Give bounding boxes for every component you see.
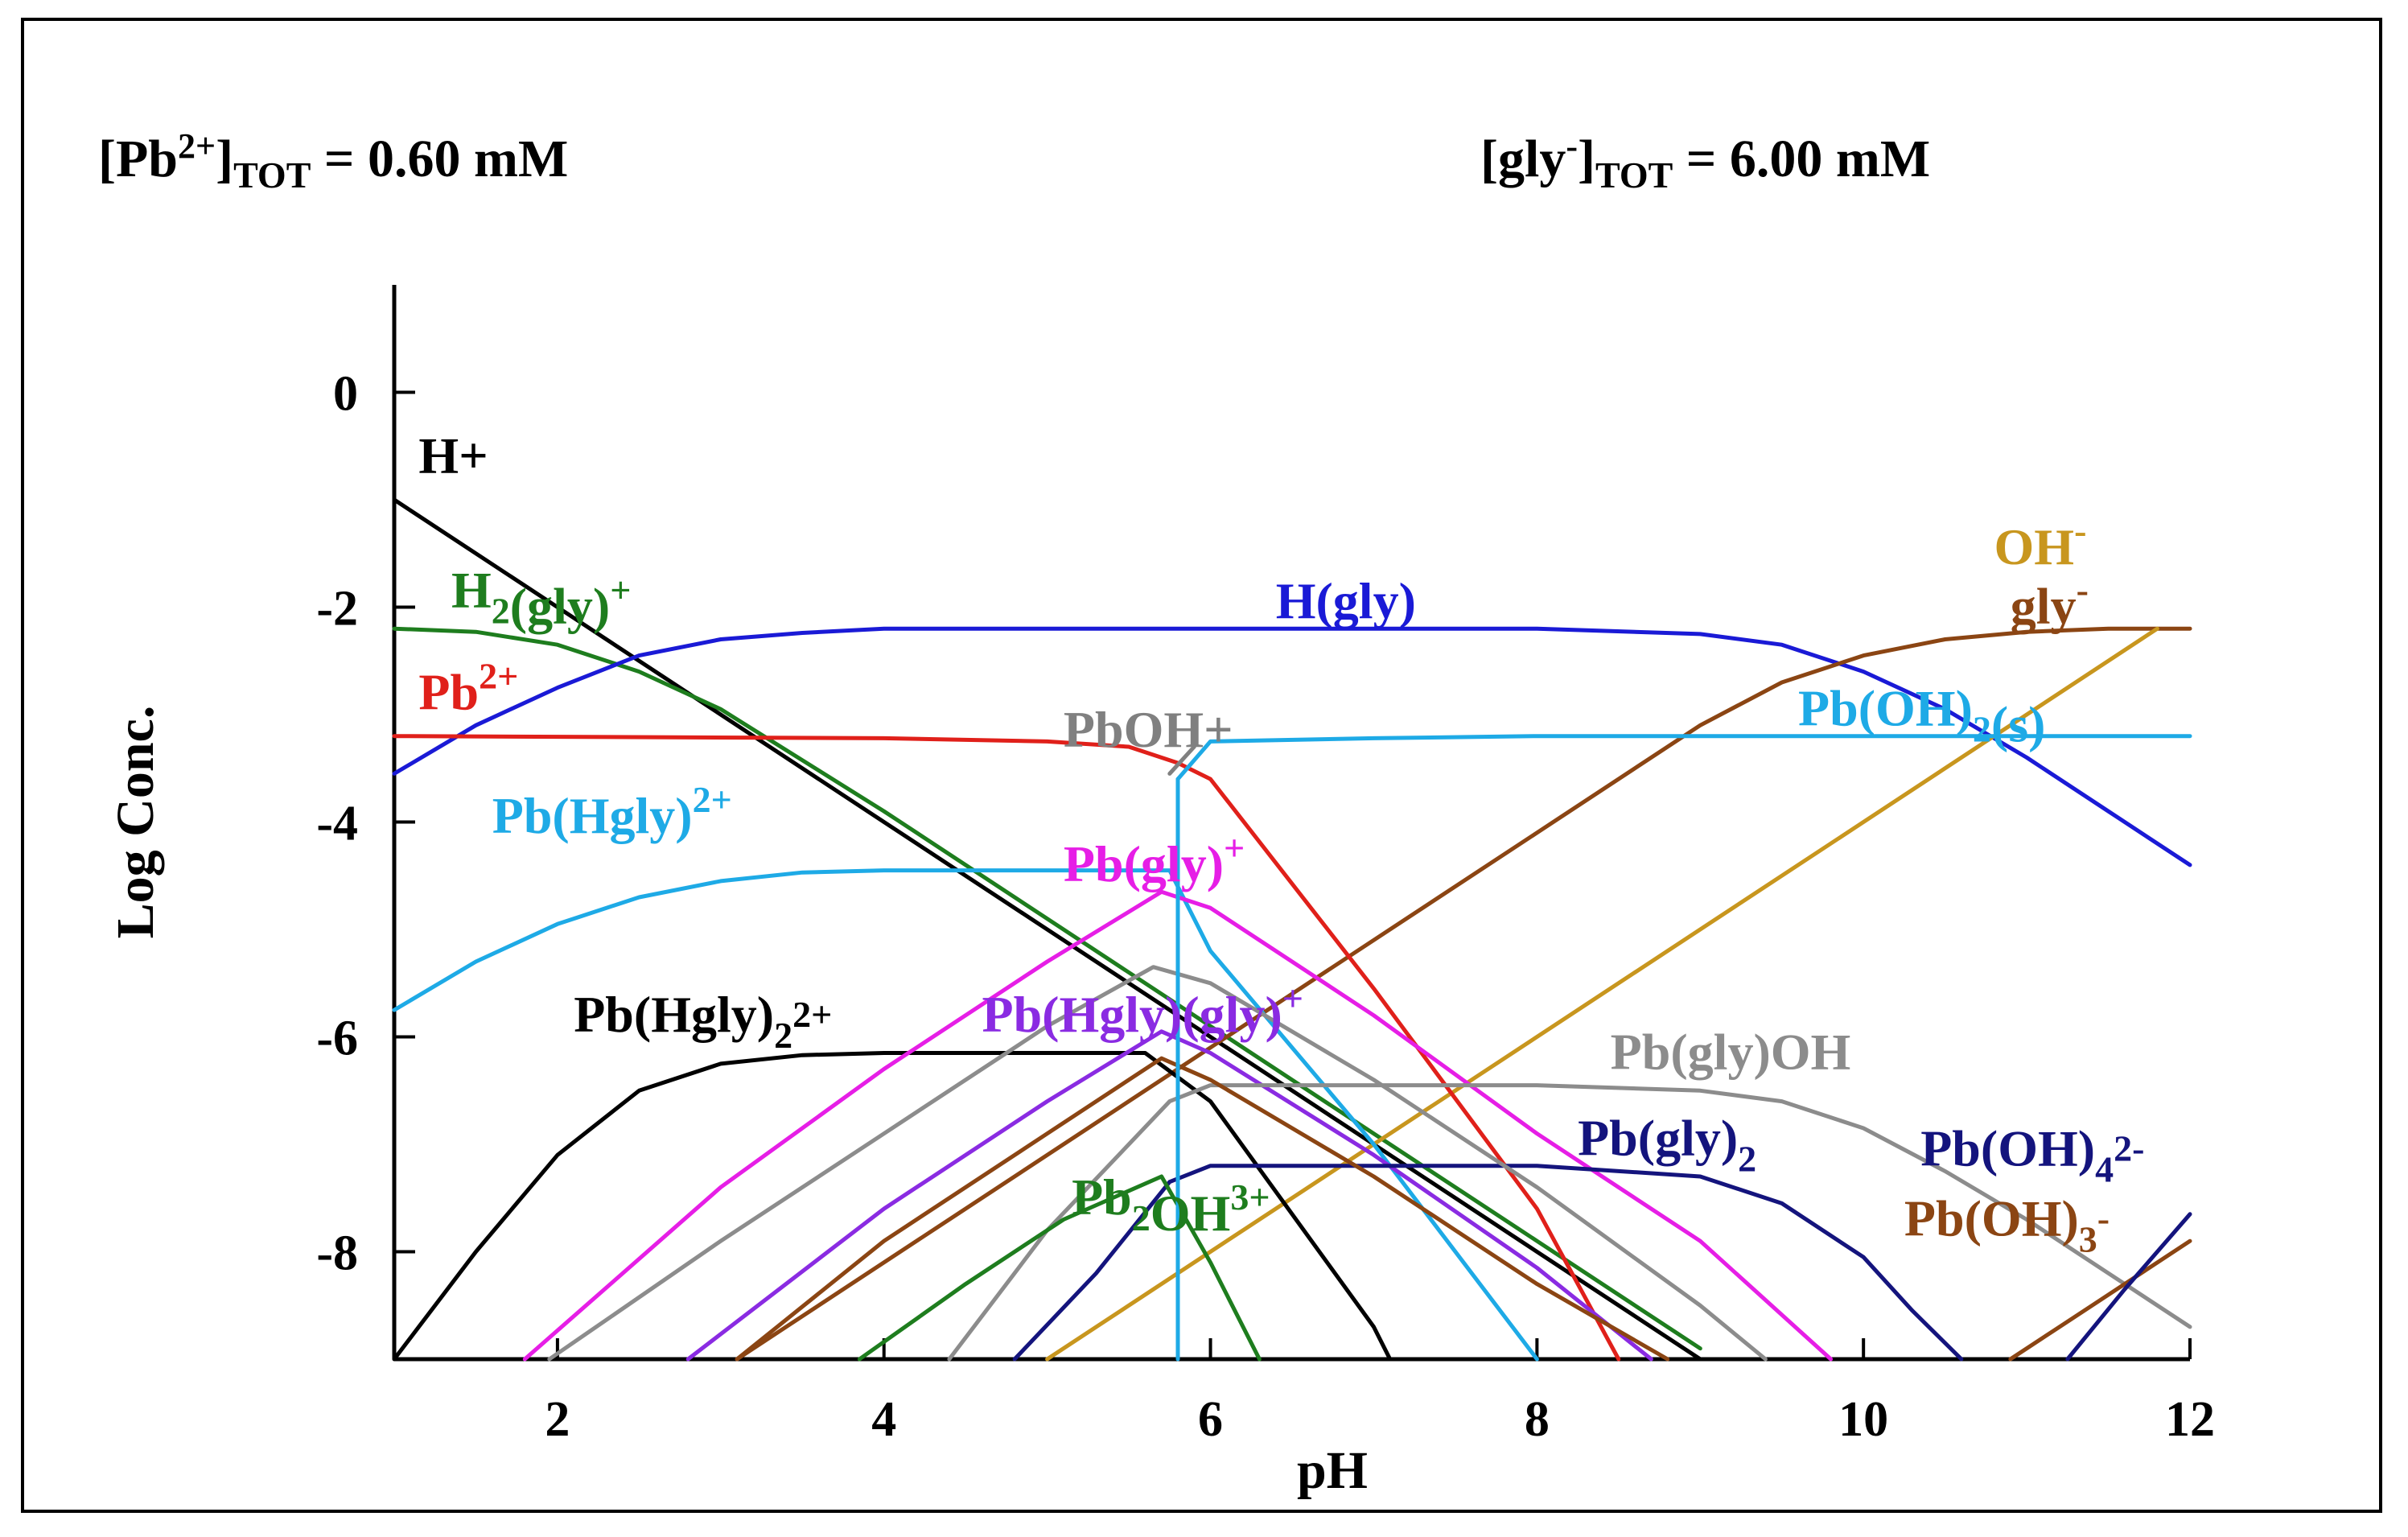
- total-glycine-bracket: ]: [1577, 130, 1595, 188]
- series-line-oh: [1045, 626, 2159, 1362]
- total-glycine-subscript: TOT: [1595, 155, 1673, 196]
- y-tick-label: -2: [316, 582, 358, 637]
- total-lead-bracket: ]: [216, 130, 234, 188]
- x-tick-label: 12: [2165, 1392, 2215, 1447]
- series-line-pb-gly: [522, 889, 1834, 1362]
- series-line-pb2oh3: [857, 1174, 1262, 1362]
- total-lead-subscript: TOT: [233, 155, 311, 196]
- series-line-pb-gly-oh: [947, 1083, 2192, 1362]
- total-lead-label: [Pb2+]TOT = 0.60 mM: [98, 126, 568, 196]
- species-label-pbhgly2: Pb(Hgly)22+: [574, 986, 832, 1056]
- x-tick-label: 10: [1838, 1392, 1888, 1447]
- annotation-group: H+ H2(gly)+ Pb2+ Pb(Hgly)2+ Pb(Hgly)22+ H(gly…: [418, 427, 2144, 1260]
- series-line-pb-oh-2-s: [1175, 734, 2192, 781]
- total-glycine-value: = 6.00 mM: [1673, 130, 1931, 188]
- species-label-pb2: Pb2+: [418, 655, 518, 720]
- series-group: [392, 497, 2192, 1362]
- axes-group: 2 4 6 8 10 12 0 -2 -4 -6 -8 pH Log Conc.: [106, 285, 2215, 1500]
- series-line-pb-oh-4-2: [2065, 1212, 2192, 1362]
- series-line-pb-oh-3: [2008, 1238, 2192, 1362]
- x-tick-label: 6: [1198, 1392, 1223, 1447]
- series-line-pb-hgly-gly: [685, 1029, 1653, 1362]
- species-label-hgly: H(gly): [1276, 572, 1416, 629]
- total-lead-charge: 2+: [178, 126, 216, 166]
- species-label-glyminus: gly-: [2011, 570, 2089, 635]
- total-glycine-prefix: [gly: [1480, 130, 1566, 188]
- series-line-pb-hgly-2-2: [392, 1051, 1393, 1362]
- x-tick-label: 8: [1525, 1392, 1550, 1447]
- total-glycine-charge: -: [1566, 126, 1578, 166]
- y-tick-label: -4: [316, 797, 358, 851]
- species-label-pboh: PbOH+: [1064, 701, 1233, 758]
- species-label-pbohs: Pb(OH)2(s): [1798, 679, 2045, 752]
- series-line-h-gly: [392, 626, 2192, 867]
- figure-frame: [Pb2+]TOT = 0.60 mM [gly-]TOT = 6.00 mM …: [21, 18, 2382, 1513]
- series-line-pboh: [1167, 744, 1196, 776]
- y-tick-label: 0: [333, 367, 358, 422]
- species-label-pboh4: Pb(OH)42-: [1920, 1120, 2144, 1190]
- series-line-gly: [735, 626, 2192, 1362]
- speciation-chart: 2 4 6 8 10 12 0 -2 -4 -6 -8 pH Log Conc. H+ H2(gly)+ P…: [106, 285, 2215, 1500]
- y-tick-label: -8: [316, 1226, 358, 1281]
- species-label-ohminus: OH-: [1994, 510, 2087, 575]
- species-label-pbglyoh: Pb(gly)OH: [1611, 1024, 1851, 1081]
- species-label-h-plus: H+: [418, 427, 488, 484]
- series-line-pb-gly-2: [1012, 1164, 1964, 1362]
- total-lead-value: = 0.60 mM: [311, 130, 569, 188]
- species-label-pbgly2: Pb(gly)2: [1578, 1109, 1756, 1179]
- species-label-h2gly: H2(gly)+: [451, 562, 631, 635]
- y-tick-label: -6: [316, 1012, 358, 1066]
- species-label-pbhglygly: Pb(Hgly)(gly)+: [982, 978, 1303, 1043]
- species-label-pboh3: Pb(OH)3-: [1904, 1189, 2110, 1259]
- series-line-h2-gly: [392, 626, 1702, 1351]
- x-tick-label: 2: [545, 1392, 570, 1447]
- species-label-pbhgly: Pb(Hgly)2+: [492, 779, 732, 844]
- y-axis-label: Log Conc.: [106, 706, 165, 939]
- series-line-pb-gly-brown-a: [735, 1056, 1670, 1362]
- species-label-pb2oh: Pb2OH3+: [1072, 1168, 1270, 1242]
- series-line-pb-gly-grey-a: [547, 965, 1768, 1362]
- total-lead-prefix: [Pb: [98, 130, 178, 188]
- series-line-h: [392, 497, 1702, 1362]
- species-label-pbgly: Pb(gly)+: [1064, 827, 1245, 892]
- x-axis-label: pH: [1297, 1441, 1368, 1500]
- total-glycine-label: [gly-]TOT = 6.00 mM: [1480, 126, 1930, 196]
- x-tick-label: 4: [871, 1392, 896, 1447]
